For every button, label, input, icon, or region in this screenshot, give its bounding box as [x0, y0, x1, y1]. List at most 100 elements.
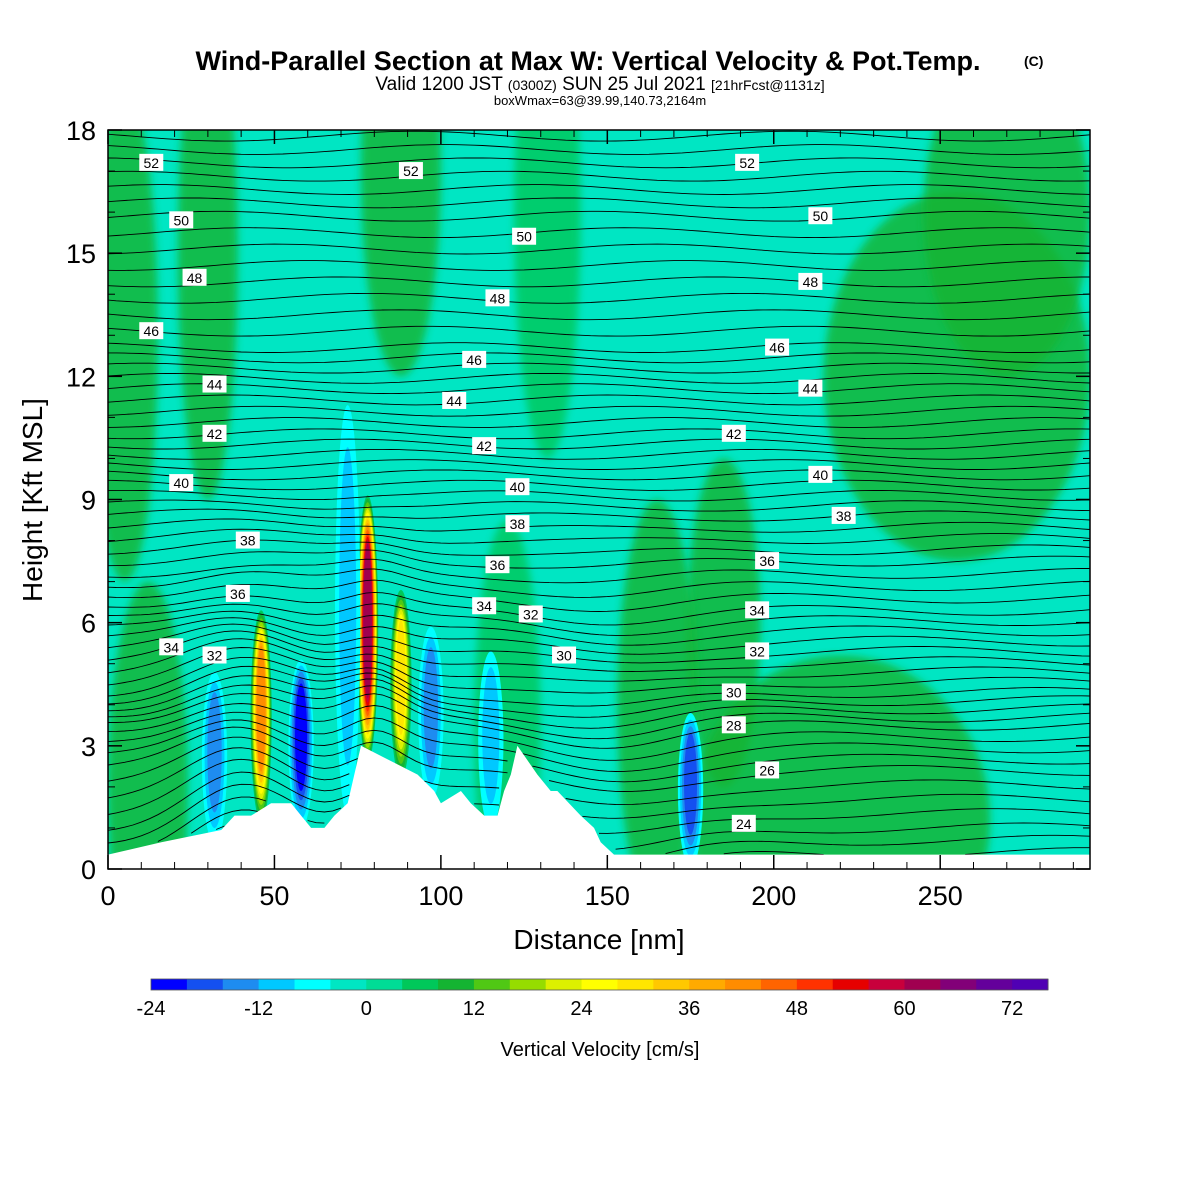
plot-area: 52 52 52 50 50 50 48 48 48 46 46 46 44 44 44 42 42 42 40 40… — [108, 130, 1090, 869]
isentrope-line — [108, 499, 1090, 512]
isentrope-label: 48 — [798, 272, 823, 290]
isentrope-line — [108, 771, 1090, 850]
isentrope-line — [108, 758, 1090, 834]
y-tick: 12 — [66, 362, 1090, 392]
isentrope-label: 42 — [472, 437, 497, 455]
w-background-patch — [923, 130, 1090, 377]
svg-text:250: 250 — [918, 881, 963, 911]
svg-text:150: 150 — [585, 881, 630, 911]
isentrope-line — [108, 508, 1090, 522]
downdraft-cell — [478, 651, 504, 828]
colorbar-swatch — [1012, 979, 1049, 990]
isentrope-line — [108, 243, 1090, 255]
isentrope-line — [190, 809, 258, 834]
svg-text:38: 38 — [240, 533, 256, 549]
isentrope-label: 32 — [745, 642, 770, 660]
y-tick: 0 — [81, 855, 1090, 885]
y-tick: 3 — [81, 732, 1090, 762]
x-tick: 50 — [259, 130, 289, 911]
isentrope-label: 44 — [202, 375, 227, 393]
colorbar-title: Vertical Velocity [cm/s] — [501, 1039, 700, 1061]
svg-text:0: 0 — [81, 855, 96, 885]
colorbar-swatch — [760, 979, 798, 990]
isentrope-label: 36 — [755, 552, 780, 570]
w-background-patch — [690, 655, 991, 869]
isentrope-line — [108, 630, 1090, 672]
svg-text:32: 32 — [523, 606, 539, 622]
isentrope-label: 38 — [831, 506, 856, 524]
isentrope-line — [108, 342, 1090, 353]
w-background-patch — [361, 130, 441, 377]
isentrope-label: 52 — [139, 153, 164, 171]
isentrope-line — [108, 638, 1090, 682]
colorbar-swatch — [940, 979, 977, 990]
svg-text:24: 24 — [736, 816, 752, 832]
isentrope-label: 50 — [512, 227, 537, 245]
isentrope-line — [108, 558, 1090, 584]
svg-text:30: 30 — [556, 648, 572, 664]
colorbar-swatch — [545, 979, 583, 990]
isentrope-label: 34 — [472, 597, 497, 615]
svg-text:26: 26 — [759, 762, 775, 778]
colorbar-swatch — [581, 979, 618, 990]
svg-text:52: 52 — [739, 155, 755, 171]
isentrope-line — [108, 438, 1090, 450]
isentrope-label: 48 — [182, 268, 207, 286]
isentrope-label: 48 — [485, 289, 510, 307]
terrain — [108, 745, 1090, 869]
svg-text:46: 46 — [466, 352, 482, 368]
colorbar-swatch — [617, 979, 654, 990]
svg-text:50: 50 — [516, 229, 532, 245]
colorbar-swatch — [330, 979, 367, 990]
isentrope-line — [108, 528, 1090, 544]
svg-text:200: 200 — [751, 881, 796, 911]
isentrope-line — [108, 157, 1090, 169]
x-axis-label: Distance [nm] — [513, 924, 684, 955]
isentrope-label: 52 — [398, 162, 423, 180]
colorbar-swatch — [725, 979, 762, 990]
svg-text:38: 38 — [510, 516, 526, 532]
isentrope-label: 38 — [235, 531, 260, 549]
svg-text:36: 36 — [490, 557, 506, 573]
isentrope-line — [108, 417, 1090, 428]
isentrope-line — [108, 362, 1090, 374]
svg-text:36: 36 — [759, 553, 775, 569]
svg-text:50: 50 — [173, 212, 189, 228]
svg-text:50: 50 — [813, 208, 829, 224]
isentrope-line — [108, 210, 1090, 222]
isentrope-label: 24 — [731, 814, 756, 832]
w-background-patch — [108, 130, 158, 582]
svg-text:48: 48 — [803, 274, 819, 290]
isentrope-label: 40 — [505, 478, 530, 496]
x-tick: 0 — [100, 130, 116, 911]
isentrope-line — [108, 292, 1090, 304]
colorbar-tick-label: 36 — [678, 998, 700, 1020]
isentrope-line — [108, 623, 1090, 664]
isentrope-line — [108, 693, 1090, 749]
isentrope-label: 50 — [808, 207, 833, 225]
isentrope-label: 46 — [139, 322, 164, 340]
colorbar-swatch — [366, 979, 403, 990]
isentrope-labels: 52 52 52 50 50 50 48 48 48 46 46 46 44 44 44 42 42 42 40 40… — [139, 153, 856, 832]
isentrope-line — [108, 144, 1090, 155]
isentrope-line — [108, 783, 1090, 855]
isentrope-line — [108, 736, 1090, 806]
isentrope-line — [108, 428, 1090, 440]
svg-text:52: 52 — [403, 163, 419, 179]
svg-text:44: 44 — [803, 381, 819, 397]
x-tick: 100 — [418, 130, 463, 911]
chart-subtitle: Valid 1200 JST (0300Z) SUN 25 Jul 2021 [… — [375, 74, 824, 95]
isentrope-line — [108, 448, 1090, 460]
isentrope-line — [108, 719, 1090, 783]
y-tick: 15 — [66, 239, 1090, 269]
svg-text:28: 28 — [726, 717, 742, 733]
colorbar-tick-label: -12 — [244, 998, 273, 1020]
svg-text:48: 48 — [490, 290, 506, 306]
svg-text:42: 42 — [476, 438, 492, 454]
isentrope-label: 28 — [721, 716, 746, 734]
y-tick: 9 — [81, 486, 1090, 516]
svg-text:3: 3 — [81, 732, 96, 762]
x-axis: 0 50 100 150 200 250 — [100, 130, 1074, 911]
isentrope-label: 36 — [485, 556, 510, 574]
isentrope-line — [157, 796, 1090, 856]
